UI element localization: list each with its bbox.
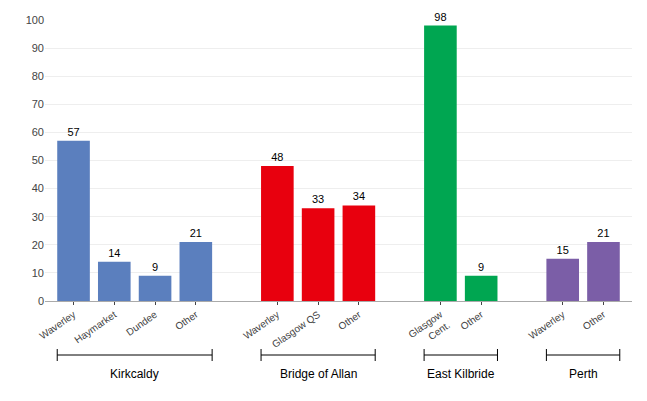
svg-text:9: 9 [478,261,484,273]
svg-text:30: 30 [32,211,44,223]
svg-text:40: 40 [32,182,44,194]
svg-text:98: 98 [434,11,446,23]
svg-text:70: 70 [32,98,44,110]
svg-text:14: 14 [108,247,120,259]
svg-text:Haymarket: Haymarket [72,309,118,346]
svg-text:0: 0 [38,295,44,307]
svg-text:Bridge of Allan: Bridge of Allan [280,367,357,381]
svg-text:GlasgowCent.: GlasgowCent. [406,308,452,350]
svg-text:20: 20 [32,239,44,251]
svg-text:10: 10 [32,267,44,279]
svg-text:Waverley: Waverley [37,309,77,342]
svg-text:90: 90 [32,42,44,54]
svg-text:Dundee: Dundee [124,308,159,337]
svg-text:Waverley: Waverley [527,309,567,342]
svg-text:48: 48 [271,151,283,163]
svg-text:Perth: Perth [569,367,598,381]
svg-text:50: 50 [32,154,44,166]
svg-text:15: 15 [557,244,569,256]
svg-text:Other: Other [458,308,485,332]
svg-text:Other: Other [581,308,608,332]
svg-text:Glasgow QS: Glasgow QS [270,309,323,350]
svg-text:East Kilbride: East Kilbride [427,367,495,381]
svg-text:Kirkcaldy: Kirkcaldy [110,367,159,381]
svg-text:Other: Other [173,308,200,332]
svg-text:57: 57 [67,126,79,138]
svg-text:21: 21 [190,227,202,239]
svg-text:33: 33 [312,193,324,205]
svg-text:21: 21 [597,227,609,239]
svg-text:100: 100 [26,14,44,26]
svg-text:34: 34 [353,190,365,202]
svg-text:9: 9 [152,261,158,273]
svg-text:60: 60 [32,126,44,138]
svg-text:80: 80 [32,70,44,82]
svg-text:Waverley: Waverley [241,309,281,342]
svg-text:Other: Other [336,308,363,332]
